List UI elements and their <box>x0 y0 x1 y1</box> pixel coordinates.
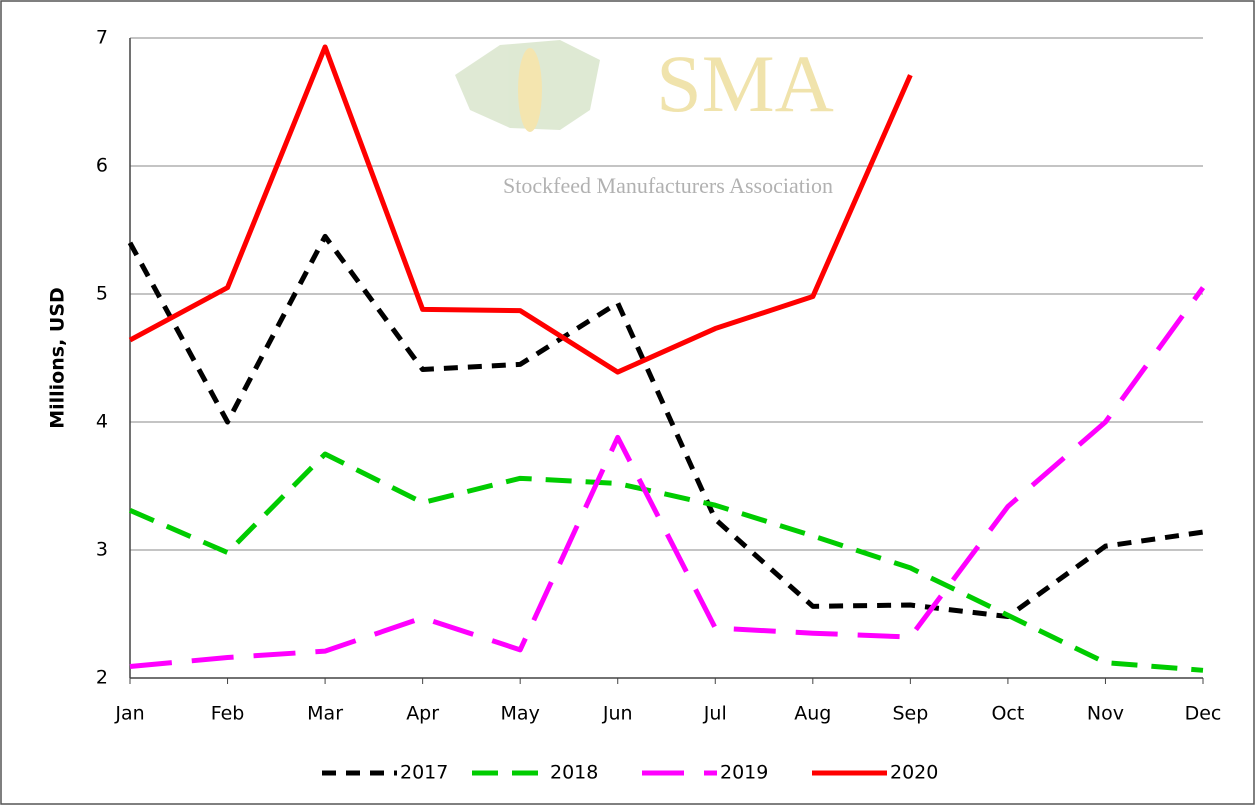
x-tick-label: Oct <box>991 703 1024 725</box>
y-tick-label: 3 <box>96 539 108 561</box>
series-line <box>128 44 913 375</box>
x-tick-label: Nov <box>1087 703 1124 725</box>
series-line <box>129 451 1204 673</box>
x-tick-label: May <box>501 703 540 725</box>
legend-label: 2020 <box>890 762 938 784</box>
x-tick-label: Aug <box>794 703 831 725</box>
y-tick-label: 7 <box>96 27 108 49</box>
y-tick-label: 6 <box>96 155 108 177</box>
x-tick-label: Jul <box>703 703 727 725</box>
x-tick-label: Feb <box>211 703 245 725</box>
y-tick-label: 5 <box>96 283 108 305</box>
x-tick-label: Sep <box>892 703 928 725</box>
legend-label: 2019 <box>720 762 768 784</box>
y-axis-label: Millions, USD <box>47 287 69 429</box>
legend-label: 2017 <box>400 762 448 784</box>
legend-label: 2018 <box>550 762 598 784</box>
logo-map <box>455 40 600 130</box>
logo-title: SMA <box>656 38 834 129</box>
logo-subtitle: Stockfeed Manufacturers Association <box>503 173 833 198</box>
y-tick-label: 4 <box>96 411 108 433</box>
x-tick-label: Dec <box>1185 703 1222 725</box>
x-tick-label: Jun <box>602 703 633 725</box>
x-tick-label: Jan <box>114 703 144 725</box>
series-line <box>127 233 1204 620</box>
x-tick-label: Mar <box>307 703 343 725</box>
logo: SMA Stockfeed Manufacturers Association <box>455 38 834 198</box>
y-tick-label: 2 <box>96 667 108 689</box>
logo-corn <box>518 48 542 132</box>
x-tick-label: Apr <box>406 703 439 725</box>
